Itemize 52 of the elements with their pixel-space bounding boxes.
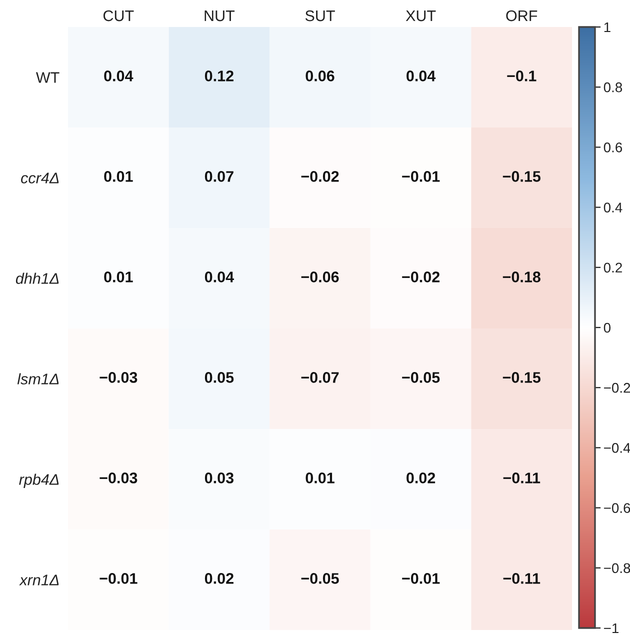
x-tick-label: CUT (103, 10, 134, 22)
data-label: 0.02 (406, 472, 436, 484)
data-label: −0.01 (402, 171, 440, 182)
data-label: 0.01 (104, 272, 133, 282)
data-label: −0.15 (502, 372, 541, 383)
x-tick-label: SUT (305, 10, 335, 22)
data-label: 0.02 (204, 573, 234, 584)
data-label: −0.01 (402, 573, 440, 584)
data-label: −0.07 (301, 372, 339, 383)
color-bar-label: 0 (604, 322, 611, 333)
y-tick-label: rpb4Δ (19, 474, 59, 488)
data-label: −0.05 (402, 372, 440, 383)
data-label: 0.04 (406, 70, 436, 82)
data-label: −0.05 (301, 573, 339, 584)
data-label: 0.01 (104, 171, 133, 182)
y-tick-label: ccr4Δ (21, 172, 59, 184)
data-label: −0.01 (100, 573, 138, 584)
color-bar-label: −0.2 (604, 382, 630, 393)
data-label: 0.01 (306, 472, 334, 484)
x-tick-label: NUT (204, 10, 235, 22)
color-bar-label: −0.8 (604, 563, 630, 574)
color-bar-label: −0.6 (604, 503, 630, 513)
data-label: 0.03 (204, 472, 234, 484)
y-tick-label: lsm1Δ (17, 373, 59, 384)
data-label: −0.18 (502, 272, 540, 282)
data-label: −0.02 (402, 272, 440, 282)
data-label: 0.06 (306, 70, 334, 82)
data-label: −0.06 (301, 272, 339, 282)
color-bar-label: −0.4 (604, 443, 630, 453)
data-label: 0.07 (204, 171, 234, 182)
color-bar-label: 0.6 (604, 142, 622, 152)
data-label: −0.1 (507, 70, 536, 82)
color-bar-label: 0.8 (604, 82, 622, 92)
data-label: −0.03 (100, 372, 138, 383)
y-tick-label: xrn1Δ (19, 574, 59, 586)
data-label: 0.04 (104, 70, 134, 82)
y-tick-label: WT (36, 72, 60, 83)
color-bar-label: 1 (604, 22, 610, 32)
data-label: −0.15 (502, 171, 541, 182)
data-label: −0.11 (503, 472, 540, 484)
color-bar-label: −1 (604, 623, 618, 634)
data-label: 0.04 (204, 272, 234, 282)
data-label: 0.12 (204, 70, 234, 82)
y-tick-label: dhh1Δ (16, 272, 59, 284)
data-label: −0.11 (503, 573, 540, 584)
data-label: 0.05 (204, 372, 234, 383)
data-label: −0.03 (100, 472, 138, 484)
x-tick-label: ORF (506, 10, 538, 22)
color-bar-label: 0.2 (604, 262, 622, 273)
color-bar-label: 0.4 (604, 202, 622, 212)
x-tick-label: XUT (406, 10, 436, 22)
data-label: −0.02 (301, 171, 339, 182)
